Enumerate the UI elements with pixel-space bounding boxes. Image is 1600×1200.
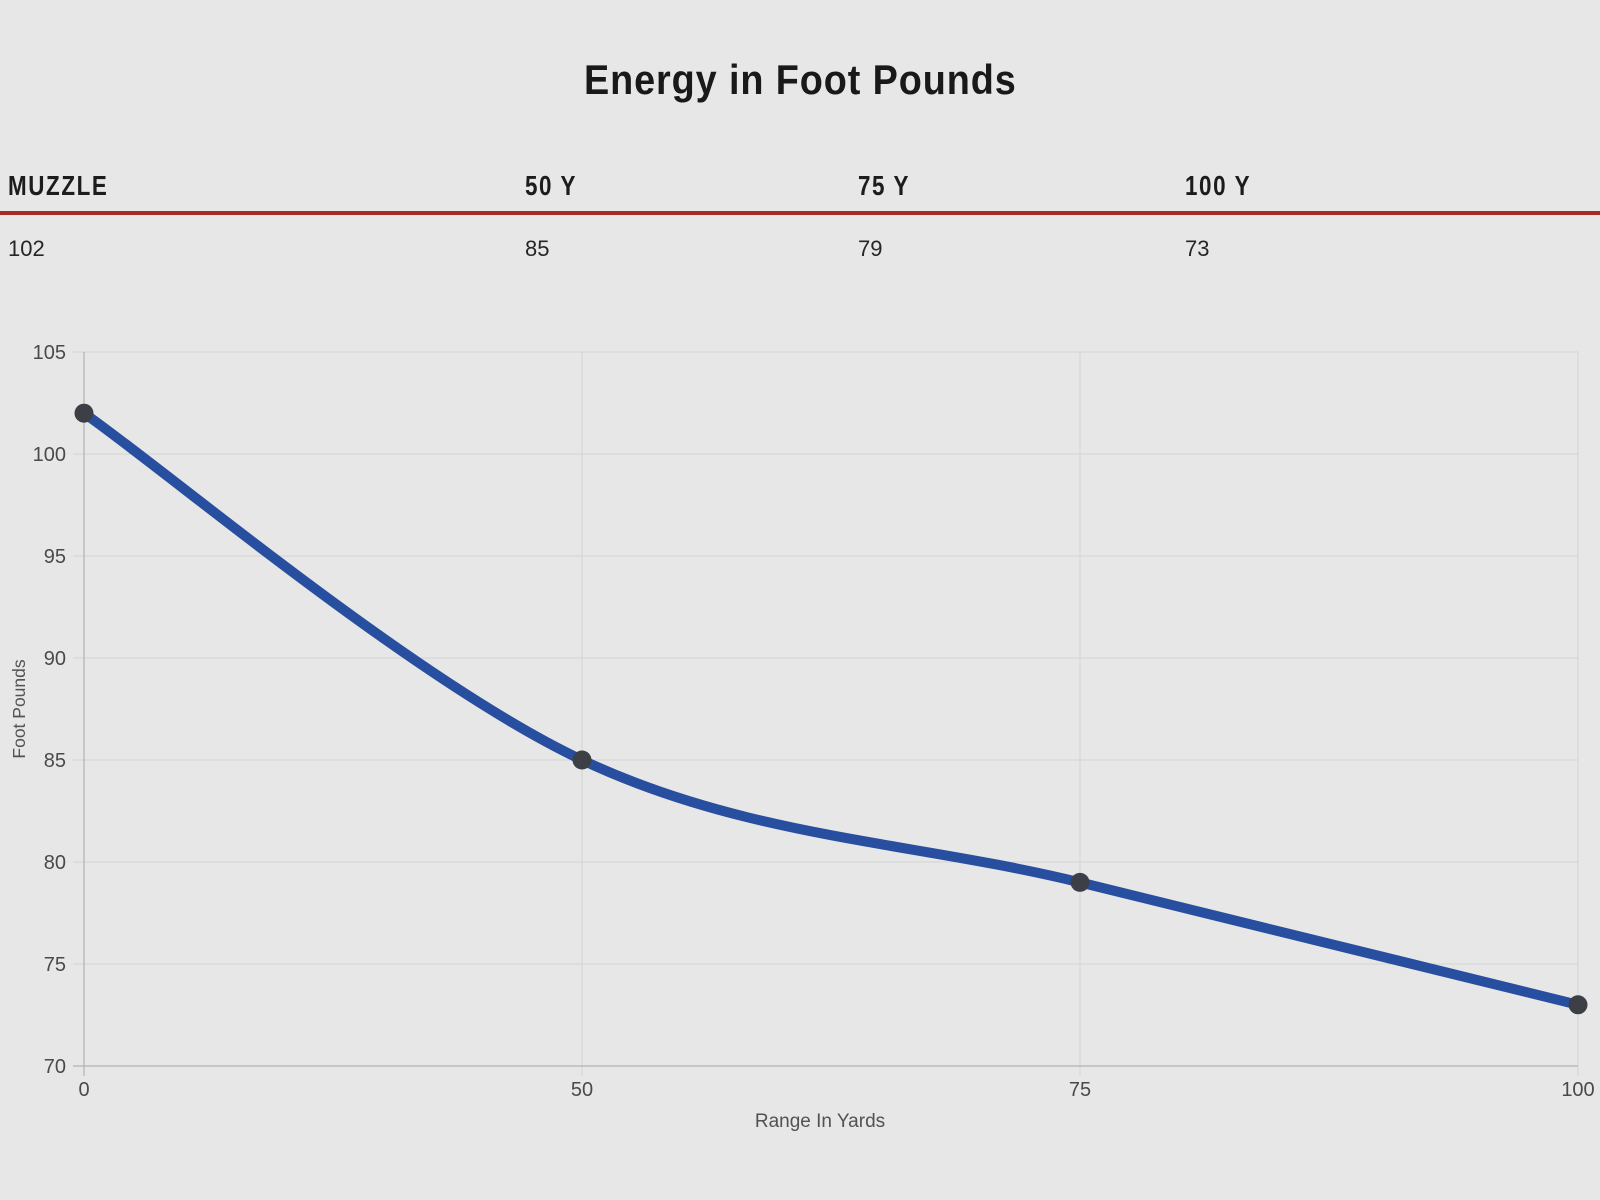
red-divider-line: [0, 211, 1600, 215]
svg-text:100: 100: [33, 444, 66, 466]
svg-text:75: 75: [44, 954, 66, 976]
page-title-text: Energy in Foot Pounds: [583, 56, 1017, 103]
svg-text:90: 90: [44, 648, 66, 670]
svg-text:85: 85: [44, 750, 66, 772]
data-point-75: [1070, 872, 1090, 892]
data-point-0: [74, 403, 94, 423]
table-header-100y: 100 Y: [1185, 170, 1252, 201]
data-point-markers: [74, 403, 1588, 1015]
x-axis-tick-labels: 0 50 75 100: [78, 1079, 1594, 1101]
table-value-100y: 73: [1185, 236, 1210, 261]
svg-text:100: 100: [1561, 1079, 1594, 1101]
svg-text:50: 50: [571, 1079, 593, 1101]
table-value-50y: 85: [525, 236, 550, 261]
table-header-75y: 75 Y: [858, 170, 911, 201]
energy-line-series: [79, 408, 1583, 1010]
svg-text:75: 75: [1069, 1079, 1091, 1101]
page-title: Energy in Foot Pounds: [0, 56, 1600, 104]
y-axis-tick-labels: 70 75 80 85 90 95 100 105: [33, 342, 66, 1078]
data-point-50: [572, 750, 592, 770]
svg-text:70: 70: [44, 1056, 66, 1078]
horizontal-gridlines: [73, 351, 1578, 965]
table-header-muzzle: MUZZLE: [8, 170, 109, 201]
data-point-100: [1568, 995, 1588, 1015]
svg-text:95: 95: [44, 546, 66, 568]
svg-text:105: 105: [33, 342, 66, 364]
table-header-50y: 50 Y: [525, 170, 578, 201]
svg-text:80: 80: [44, 852, 66, 874]
y-axis-title: Foot Pounds: [9, 659, 29, 758]
axis-lines: [73, 352, 1578, 1076]
x-axis-title: Range In Yards: [755, 1111, 885, 1132]
table-value-muzzle: 102: [8, 236, 45, 261]
table-value-75y: 79: [858, 236, 883, 261]
vertical-gridlines: [581, 352, 1579, 1076]
svg-text:0: 0: [78, 1079, 89, 1101]
